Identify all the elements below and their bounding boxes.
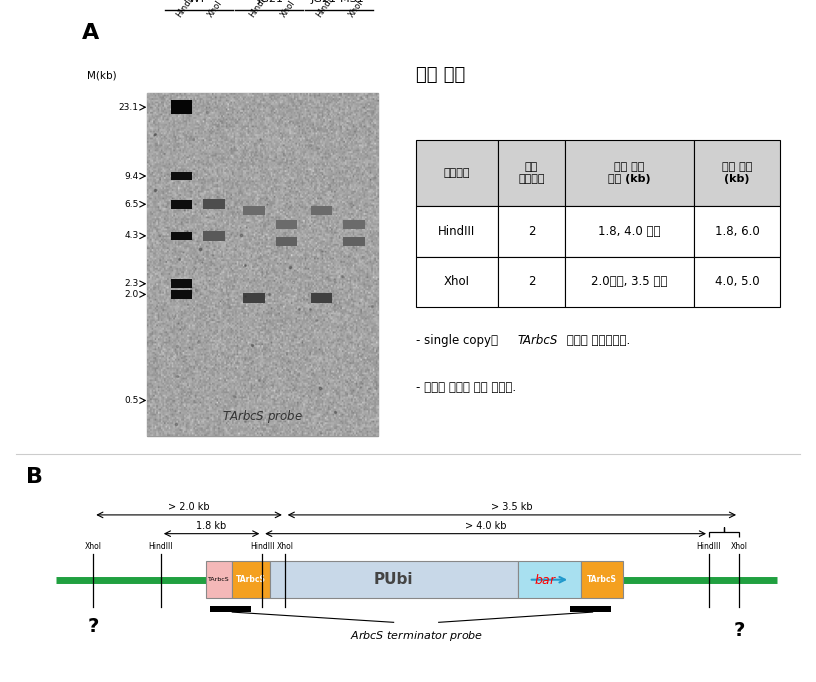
Text: JG21: JG21 [257, 0, 283, 4]
Text: TArbcS: TArbcS [236, 575, 266, 584]
Bar [171, 290, 192, 299]
Text: HIndIII: HIndIII [314, 0, 337, 20]
Bar [270, 561, 517, 599]
Text: 4.3: 4.3 [124, 231, 139, 240]
Text: ?: ? [87, 617, 99, 636]
Text: 4.0, 5.0: 4.0, 5.0 [715, 276, 760, 288]
Text: 23.1: 23.1 [118, 103, 139, 112]
Text: 1.8, 4.0 이상: 1.8, 4.0 이상 [598, 225, 660, 238]
Text: XhoI: XhoI [206, 0, 224, 20]
Text: XhoI: XhoI [730, 542, 747, 551]
Bar [171, 280, 192, 288]
Text: M(kb): M(kb) [87, 70, 117, 80]
Bar [243, 293, 265, 303]
Bar [171, 232, 192, 240]
Text: > 2.0 kb: > 2.0 kb [168, 503, 210, 512]
Text: 1.8 kb: 1.8 kb [197, 521, 227, 531]
Bar [565, 140, 694, 206]
Bar [276, 237, 297, 246]
Text: A: A [82, 23, 100, 44]
Bar [203, 199, 224, 209]
Text: 유전자 삽입되었음.: 유전자 삽입되었음. [563, 334, 630, 347]
Text: 2.3: 2.3 [124, 279, 139, 288]
Bar [311, 293, 332, 303]
Text: 실제 크기
(kb): 실제 크기 (kb) [722, 162, 752, 184]
Bar [233, 561, 270, 599]
Bar [416, 206, 498, 256]
Text: 2.0이상, 3.5 이상: 2.0이상, 3.5 이상 [591, 276, 667, 288]
Text: 예상
밴드개수: 예상 밴드개수 [518, 162, 544, 184]
Text: HindIII: HindIII [250, 542, 274, 551]
Bar [498, 140, 565, 206]
Text: HIndIII: HIndIII [174, 0, 197, 20]
Text: JG21-MS1: JG21-MS1 [311, 0, 365, 4]
Text: 6.5: 6.5 [124, 200, 139, 209]
Text: 2.0: 2.0 [124, 290, 139, 299]
Text: B: B [26, 467, 42, 487]
Text: XhoI: XhoI [85, 542, 102, 551]
Bar [416, 140, 498, 206]
Bar [344, 237, 365, 246]
Text: $TArbcS$ probe: $TArbcS$ probe [222, 408, 303, 425]
Bar [565, 256, 694, 307]
Text: HIndIII: HIndIII [247, 0, 270, 20]
Bar [171, 100, 192, 115]
Text: HindIII: HindIII [697, 542, 721, 551]
Text: > 4.0 kb: > 4.0 kb [465, 521, 507, 531]
Text: $ArbcS$ terminator probe: $ArbcS$ terminator probe [349, 629, 483, 643]
Bar [344, 220, 365, 229]
Bar [203, 231, 224, 241]
Text: XhoI: XhoI [444, 276, 470, 288]
Bar [171, 172, 192, 180]
Text: 2: 2 [528, 276, 535, 288]
Text: - single copy의: - single copy의 [416, 334, 502, 347]
Bar [171, 103, 192, 112]
Text: ?: ? [734, 621, 745, 640]
Text: 1.8, 6.0: 1.8, 6.0 [715, 225, 760, 238]
Text: 9.4: 9.4 [124, 172, 139, 181]
Text: 제한효소: 제한효소 [444, 168, 470, 178]
Text: $bar$: $bar$ [534, 573, 557, 587]
Bar [694, 256, 780, 307]
Text: - 예상된 크기의 밴드 출현됨.: - 예상된 크기의 밴드 출현됨. [416, 381, 516, 394]
Text: HindIII: HindIII [438, 225, 476, 238]
Bar [311, 206, 332, 215]
Text: XhoI: XhoI [347, 0, 365, 20]
Text: > 3.5 kb: > 3.5 kb [491, 503, 533, 512]
Bar [498, 206, 565, 256]
Bar [498, 256, 565, 307]
Bar [171, 200, 192, 209]
Text: PUbi: PUbi [374, 572, 414, 587]
Text: 예상 밴드
크기 (kb): 예상 밴드 크기 (kb) [608, 162, 650, 184]
Bar [147, 93, 378, 436]
Text: TArbcS: TArbcS [517, 334, 558, 347]
Bar [416, 256, 498, 307]
Text: XhoI: XhoI [279, 0, 297, 20]
Text: WT: WT [188, 0, 206, 4]
Bar [570, 606, 611, 612]
Bar [694, 206, 780, 256]
Text: 2: 2 [528, 225, 535, 238]
Bar [210, 606, 251, 612]
Bar [565, 206, 694, 256]
Bar [243, 206, 265, 215]
Bar [276, 220, 297, 229]
Bar [517, 561, 581, 599]
Text: HindIII: HindIII [149, 542, 173, 551]
Text: XhoI: XhoI [277, 542, 293, 551]
Bar [694, 140, 780, 206]
Bar [206, 561, 233, 599]
Text: 결과 요약: 결과 요약 [416, 66, 465, 84]
Text: TArbcS: TArbcS [208, 577, 230, 582]
Text: 0.5: 0.5 [124, 396, 139, 405]
Text: TArbcS: TArbcS [587, 575, 617, 584]
Bar [581, 561, 623, 599]
